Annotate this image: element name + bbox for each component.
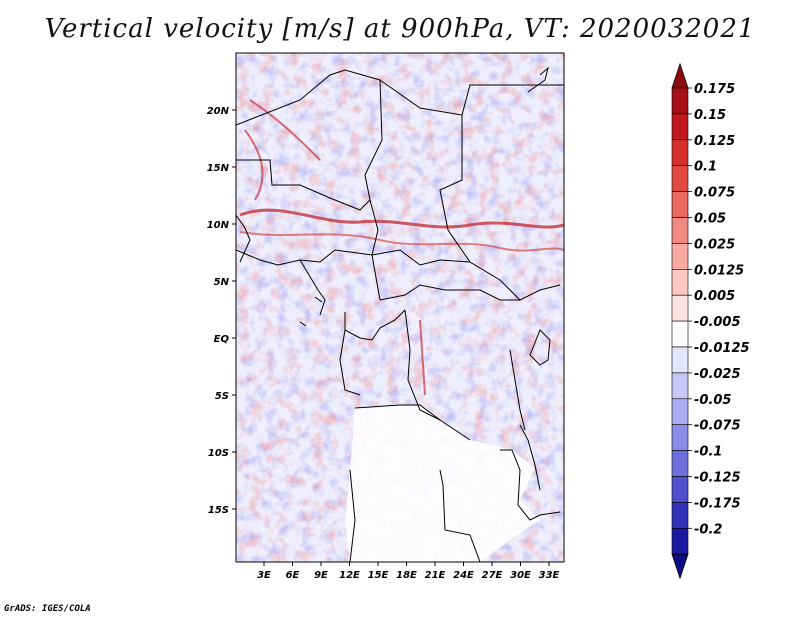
colorbar-swatch xyxy=(671,450,689,477)
colorbar-label: -0.175 xyxy=(694,496,741,511)
lat-tick-label: 20N xyxy=(207,106,230,117)
colorbar-swatch xyxy=(671,346,689,374)
colorbar-label: -0.1 xyxy=(694,445,722,460)
lon-tick-label: 3E xyxy=(257,570,271,581)
longitude-axis: 3E 6E 9E 12E 15E 18E 21E 24E 27E 30E 33E xyxy=(257,562,560,581)
lat-tick-label: 15S xyxy=(208,505,229,516)
colorbar-swatch xyxy=(671,243,689,270)
colorbar-label: 0.175 xyxy=(694,82,735,97)
colorbar-label: -0.025 xyxy=(694,367,741,382)
colorbar-swatch xyxy=(671,372,689,400)
colorbar-swatch xyxy=(671,113,689,141)
colorbar-label: -0.2 xyxy=(694,522,722,537)
colorbar-swatch xyxy=(671,139,689,167)
colorbar-label: -0.0125 xyxy=(694,341,750,356)
colorbar-bottom-arrow xyxy=(671,553,689,580)
colorbar-label: 0.075 xyxy=(694,186,735,201)
colorbar-swatch xyxy=(671,165,689,192)
colorbar-swatch xyxy=(671,398,689,425)
lon-tick-label: 9E xyxy=(314,570,328,581)
colorbar-label: 0.125 xyxy=(694,134,735,149)
lon-tick-label: 27E xyxy=(482,570,503,581)
lon-tick-label: 15E xyxy=(368,570,389,581)
lat-tick-label: 5S xyxy=(215,391,229,402)
lat-tick-label: 5N xyxy=(214,277,230,288)
colorbar-swatch xyxy=(671,217,689,244)
colorbar-swatch xyxy=(671,294,689,322)
grads-credit: GrADS: IGES/COLA xyxy=(4,604,91,614)
colorbar-label: 0.025 xyxy=(694,237,735,252)
lon-tick-label: 6E xyxy=(286,570,300,581)
colorbar-label: -0.05 xyxy=(694,393,731,408)
lon-tick-label: 12E xyxy=(339,570,360,581)
colorbar-label: -0.005 xyxy=(694,315,741,330)
colorbar-label: -0.125 xyxy=(694,471,741,486)
velocity-field xyxy=(236,53,564,562)
colorbar-swatch xyxy=(671,476,689,503)
colorbar-swatch xyxy=(671,87,689,115)
colorbar-label: 0.05 xyxy=(694,212,726,227)
lat-tick-label: 15N xyxy=(207,163,230,174)
colorbar-label: 0.005 xyxy=(694,289,735,304)
colorbar-swatch xyxy=(671,424,689,451)
lon-tick-label: 24E xyxy=(453,570,474,581)
colorbar-top-arrow xyxy=(671,62,689,89)
lat-tick-label: 10S xyxy=(208,448,229,459)
colorbar: 0.175 0.15 0.125 0.1 0.075 0.05 0.025 0.0125 0.0… xyxy=(671,62,750,580)
lat-tick-label: 10N xyxy=(207,220,230,231)
lon-tick-label: 30E xyxy=(510,570,531,581)
colorbar-label: 0.0125 xyxy=(694,263,744,278)
colorbar-label: 0.15 xyxy=(694,108,726,123)
country-borders xyxy=(236,66,564,562)
colorbar-swatch xyxy=(671,191,689,218)
colorbar-label: 0.1 xyxy=(694,160,717,175)
plot-title: Vertical velocity [m/s] at 900hPa, VT: 2… xyxy=(44,14,756,44)
colorbar-swatch xyxy=(671,268,689,296)
lat-tick-label: EQ xyxy=(214,334,230,345)
lon-tick-label: 33E xyxy=(539,570,560,581)
plot-frame xyxy=(235,52,565,563)
latitude-axis: 20N 15N 10N 5N EQ 5S 10S 15S xyxy=(207,106,236,516)
colorbar-swatch xyxy=(671,320,689,348)
colorbar-swatch xyxy=(671,527,689,555)
lon-tick-label: 18E xyxy=(396,570,417,581)
lon-tick-label: 21E xyxy=(425,570,446,581)
colorbar-swatch xyxy=(671,502,689,529)
colorbar-label: -0.075 xyxy=(694,419,741,434)
